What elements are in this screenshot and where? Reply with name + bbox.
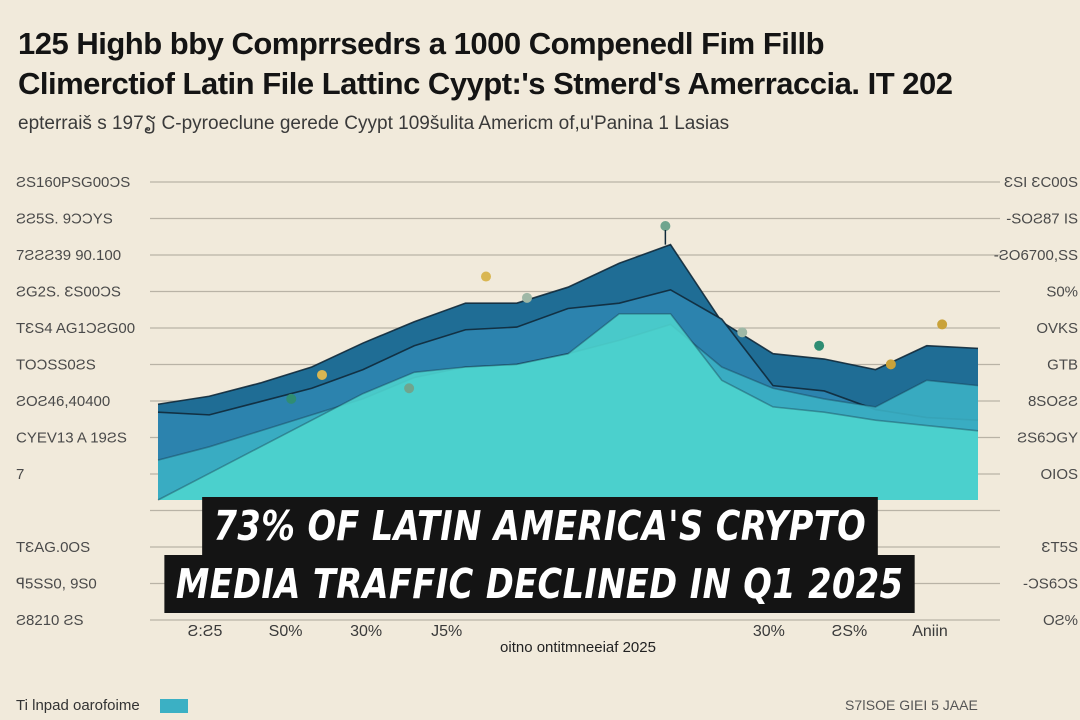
y-left-tick-label: 7ƧƧƧ39 90.100 xyxy=(16,247,121,264)
data-point-dot xyxy=(522,292,532,303)
data-point-dot xyxy=(737,327,748,338)
x-tick-label: 30% xyxy=(753,623,785,640)
x-tick-label: Aniin xyxy=(912,623,948,640)
y-right-tick-label: -ƆS6ƆS xyxy=(1023,576,1078,593)
x-tick-label: J5% xyxy=(431,623,462,640)
legend-swatch xyxy=(160,699,188,713)
y-right-tick-label: -ƧO6700,SS xyxy=(994,247,1078,264)
y-left-tick-label: ƧOƧ46,40400 xyxy=(16,393,110,410)
chart-title-line-1: 125 Highb bby Comprrsedrs a 1000 Compene… xyxy=(18,26,825,61)
y-left-tick-label: ƧƧ5S. 9ƆƆYS xyxy=(16,211,113,228)
y-right-tick-label: S0% xyxy=(1046,284,1078,301)
y-left-tick-label: TƐS4 AG1ƆƧG00 xyxy=(16,320,135,337)
headline-banner: 73% of Latin America's Crypto Media Traf… xyxy=(0,497,1080,613)
scatter-dots-group xyxy=(286,221,948,404)
y-axis-right-ticks: ƐSI ƐC00S -SOƧ87 IS -ƧO6700,SS S0% OVKS GTB 8S… xyxy=(994,174,1078,629)
y-right-tick-label: GTB xyxy=(1047,357,1078,374)
data-point-dot xyxy=(937,319,948,330)
legend-label: Ti lnpad oarofoime xyxy=(16,697,140,714)
series-line-1 xyxy=(157,243,979,406)
y-right-tick-label: -SOƧ87 IS xyxy=(1006,211,1078,228)
area-series-4 xyxy=(158,313,978,500)
y-axis-left-ticks: ƧS160PSG00ƆS ƧƧ5S. 9ƆƆYS 7ƧƧƧ39 90.100 ƧG2S… xyxy=(16,174,135,629)
headline-line-1: 73% of Latin America's Crypto xyxy=(202,497,878,555)
y-right-tick-label: OƧ% xyxy=(1043,612,1078,629)
y-left-tick-label: 7 xyxy=(16,466,24,483)
y-left-tick-label: TOƆSS0ƧS xyxy=(16,357,96,374)
y-left-tick-label: ƧS160PSG00ƆS xyxy=(16,174,130,191)
y-left-tick-label: TƐAG.0OS xyxy=(16,539,90,556)
y-right-tick-label: OIOS xyxy=(1040,466,1078,483)
data-point-dot xyxy=(286,393,297,404)
x-axis-ticks: Ƨ:Ƨ5 S0% 30% J5% 30% ƧS% Aniin xyxy=(188,623,948,640)
y-left-tick-label: Ƨ8210 ƧS xyxy=(16,612,84,629)
x-tick-label: Ƨ:Ƨ5 xyxy=(188,623,223,640)
chart-title-line-2: Climerctiof Latin File Lattinc Cyypt:'s … xyxy=(18,66,953,101)
data-point-dot xyxy=(814,340,825,351)
data-point-dot xyxy=(885,359,896,370)
y-left-tick-label: ꟼ5SS0, 9S0 xyxy=(16,576,97,593)
y-right-tick-label: ƐT5S xyxy=(1041,539,1078,556)
x-axis-label: oitno ontitmneeiaf 2025 xyxy=(500,639,656,656)
headline-line-2: Media Traffic Declined in Q1 2025 xyxy=(164,555,916,613)
area-series-group xyxy=(157,243,979,501)
series-line-2 xyxy=(157,289,979,421)
y-right-tick-label: 8SOƧƧ xyxy=(1028,393,1078,410)
y-right-tick-label: ƧS6ƆGY xyxy=(1017,430,1078,447)
data-point-dot xyxy=(660,221,671,231)
data-point-dot xyxy=(404,383,415,394)
x-tick-label: 30% xyxy=(350,623,382,640)
series-line-4 xyxy=(157,313,979,501)
x-tick-label: ƧS% xyxy=(832,623,868,640)
data-point-dot xyxy=(481,271,491,282)
y-left-tick-label: ƧG2S. ƐS00ƆS xyxy=(16,284,121,301)
y-right-tick-label: OVKS xyxy=(1036,320,1078,337)
x-tick-label: S0% xyxy=(269,623,303,640)
data-point-dot xyxy=(317,369,327,380)
y-right-tick-label: ƐSI ƐC00S xyxy=(1004,174,1078,191)
source-note: S7ǀSOE GIEI 5 JAAE xyxy=(845,697,978,713)
y-left-tick-label: CYEV13 A 19ƧS xyxy=(16,430,127,447)
chart-subtitle: epterraiš s 197ຽ C-pyroeclune gerede Cyy… xyxy=(18,113,730,134)
